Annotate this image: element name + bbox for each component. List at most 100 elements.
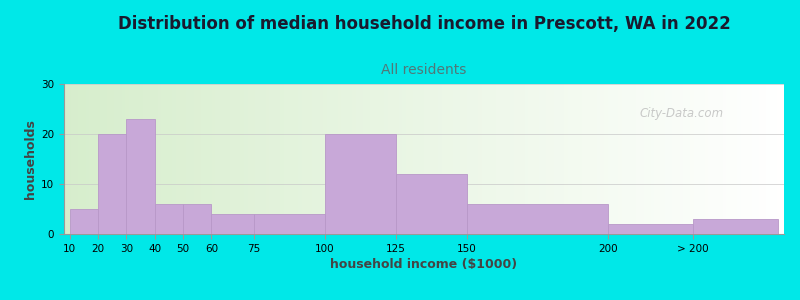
Bar: [64, 84, 67, 234]
Bar: [485, 84, 489, 234]
Bar: [680, 84, 683, 234]
Bar: [478, 84, 482, 234]
Bar: [719, 84, 723, 234]
Bar: [334, 84, 338, 234]
Bar: [536, 84, 539, 234]
Bar: [384, 84, 388, 234]
Bar: [773, 84, 777, 234]
Bar: [550, 84, 554, 234]
Bar: [258, 84, 262, 234]
Bar: [147, 84, 150, 234]
Bar: [154, 84, 158, 234]
Bar: [269, 84, 273, 234]
Bar: [410, 84, 413, 234]
Bar: [90, 84, 93, 234]
Bar: [356, 84, 359, 234]
Bar: [114, 84, 118, 234]
Bar: [240, 84, 244, 234]
Text: City-Data.com: City-Data.com: [640, 107, 724, 121]
Bar: [614, 84, 618, 234]
Bar: [492, 84, 496, 234]
Bar: [266, 84, 270, 234]
Bar: [626, 84, 630, 234]
Bar: [453, 84, 456, 234]
Bar: [460, 84, 464, 234]
Bar: [190, 84, 194, 234]
Bar: [633, 84, 637, 234]
Bar: [578, 84, 582, 234]
Bar: [456, 84, 460, 234]
Bar: [586, 84, 590, 234]
Bar: [723, 84, 726, 234]
Bar: [698, 84, 701, 234]
Bar: [345, 84, 349, 234]
Bar: [129, 84, 133, 234]
Bar: [734, 84, 738, 234]
Bar: [748, 84, 752, 234]
Bar: [378, 84, 381, 234]
Bar: [125, 84, 129, 234]
Bar: [489, 84, 492, 234]
Bar: [97, 84, 100, 234]
Bar: [294, 84, 298, 234]
Bar: [338, 84, 342, 234]
Bar: [197, 84, 201, 234]
Bar: [669, 84, 672, 234]
Bar: [730, 84, 734, 234]
Bar: [262, 84, 266, 234]
Bar: [518, 84, 522, 234]
Bar: [658, 84, 662, 234]
Bar: [194, 84, 197, 234]
Bar: [158, 84, 162, 234]
Bar: [139, 84, 143, 234]
Bar: [320, 84, 323, 234]
Bar: [672, 84, 676, 234]
Bar: [450, 84, 453, 234]
Bar: [690, 84, 694, 234]
Bar: [542, 84, 546, 234]
Bar: [312, 84, 316, 234]
Bar: [208, 84, 211, 234]
Bar: [182, 84, 186, 234]
Bar: [273, 84, 277, 234]
Bar: [215, 84, 218, 234]
Bar: [284, 84, 287, 234]
Bar: [143, 84, 146, 234]
Bar: [464, 84, 467, 234]
Bar: [467, 84, 471, 234]
Bar: [154, 204, 183, 234]
Bar: [421, 84, 424, 234]
Bar: [161, 84, 165, 234]
Bar: [388, 84, 392, 234]
Bar: [413, 84, 417, 234]
Bar: [98, 134, 126, 234]
Bar: [474, 84, 478, 234]
Bar: [100, 84, 104, 234]
Bar: [738, 84, 741, 234]
Bar: [532, 84, 536, 234]
Bar: [442, 84, 446, 234]
Bar: [762, 84, 766, 234]
Text: Distribution of median household income in Prescott, WA in 2022: Distribution of median household income …: [118, 15, 730, 33]
Bar: [630, 84, 633, 234]
Bar: [694, 84, 698, 234]
Bar: [82, 84, 86, 234]
Bar: [510, 84, 514, 234]
Bar: [637, 84, 640, 234]
Bar: [755, 84, 758, 234]
Bar: [522, 84, 525, 234]
Bar: [622, 84, 626, 234]
Bar: [752, 84, 755, 234]
Bar: [291, 84, 294, 234]
Bar: [770, 84, 773, 234]
Bar: [431, 84, 435, 234]
Bar: [507, 84, 510, 234]
Bar: [438, 84, 442, 234]
Bar: [363, 84, 366, 234]
Bar: [302, 84, 306, 234]
Bar: [201, 84, 205, 234]
Bar: [647, 84, 651, 234]
X-axis label: household income ($1000): household income ($1000): [330, 258, 518, 271]
Bar: [306, 84, 309, 234]
Bar: [496, 84, 499, 234]
